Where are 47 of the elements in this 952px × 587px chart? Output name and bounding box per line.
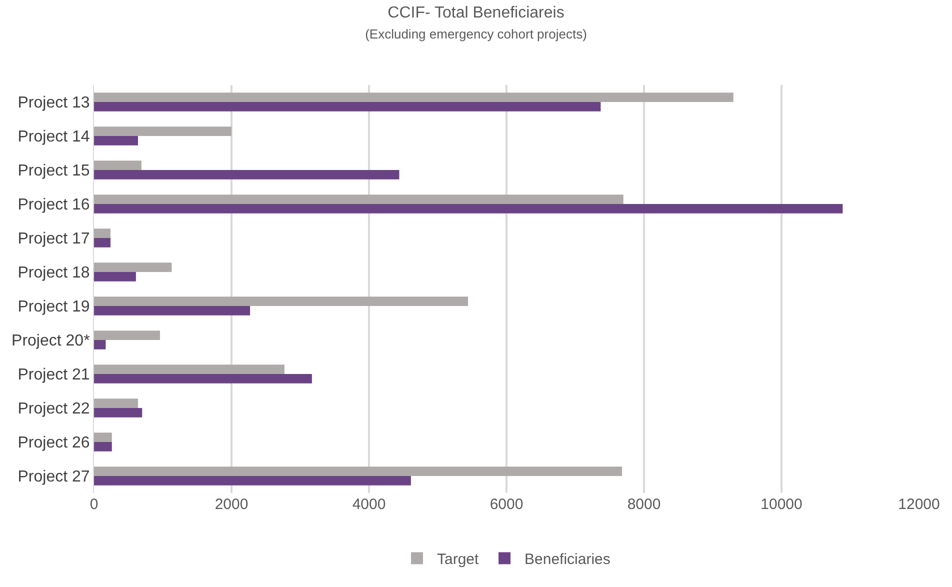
bar [94,442,112,452]
bar [94,364,284,374]
bar [94,194,624,204]
bar [94,92,734,102]
x-tick-label: 8000 [627,496,661,513]
bar [94,272,136,282]
bar [94,330,160,340]
y-tick-label: Project 19 [18,298,90,316]
y-tick-label: Project 20* [12,332,90,350]
bar [94,136,138,146]
y-tick-label: Project 15 [18,162,90,180]
bar [94,126,232,136]
bar [94,170,400,180]
bar [94,160,142,170]
legend-label: Target [437,551,480,568]
bar [94,228,110,238]
x-tick-label: 0 [90,496,98,513]
chart-title: CCIF- Total Beneficiareis [388,4,564,22]
x-tick-label: 12000 [898,496,940,513]
bar [94,476,411,486]
y-tick-label: Project 18 [18,264,90,282]
bar [94,262,172,272]
y-tick-label: Project 13 [18,94,90,112]
y-tick-label: Project 21 [18,366,90,384]
bar [94,466,622,476]
x-tick-label: 10000 [760,496,802,513]
bar [94,432,112,442]
bar [94,408,142,418]
x-tick-label: 4000 [352,496,386,513]
y-tick-label: Project 26 [18,434,90,452]
y-tick-label: Project 16 [18,196,90,214]
bar [94,398,138,408]
x-tick-label: 2000 [214,496,248,513]
y-tick-label: Project 17 [18,230,90,248]
bar [94,306,250,316]
x-tick-label: 6000 [490,496,524,513]
bar [94,296,468,306]
bar [94,340,106,350]
bar [94,102,601,112]
y-tick-label: Project 27 [18,468,90,486]
bar [94,204,843,214]
bar [94,374,312,384]
legend-label: Beneficiaries [524,551,610,568]
bar [94,238,110,248]
y-tick-label: Project 14 [18,128,90,146]
y-tick-label: Project 22 [18,400,90,418]
chart-subtitle: (Excluding emergency cohort projects) [365,26,587,42]
